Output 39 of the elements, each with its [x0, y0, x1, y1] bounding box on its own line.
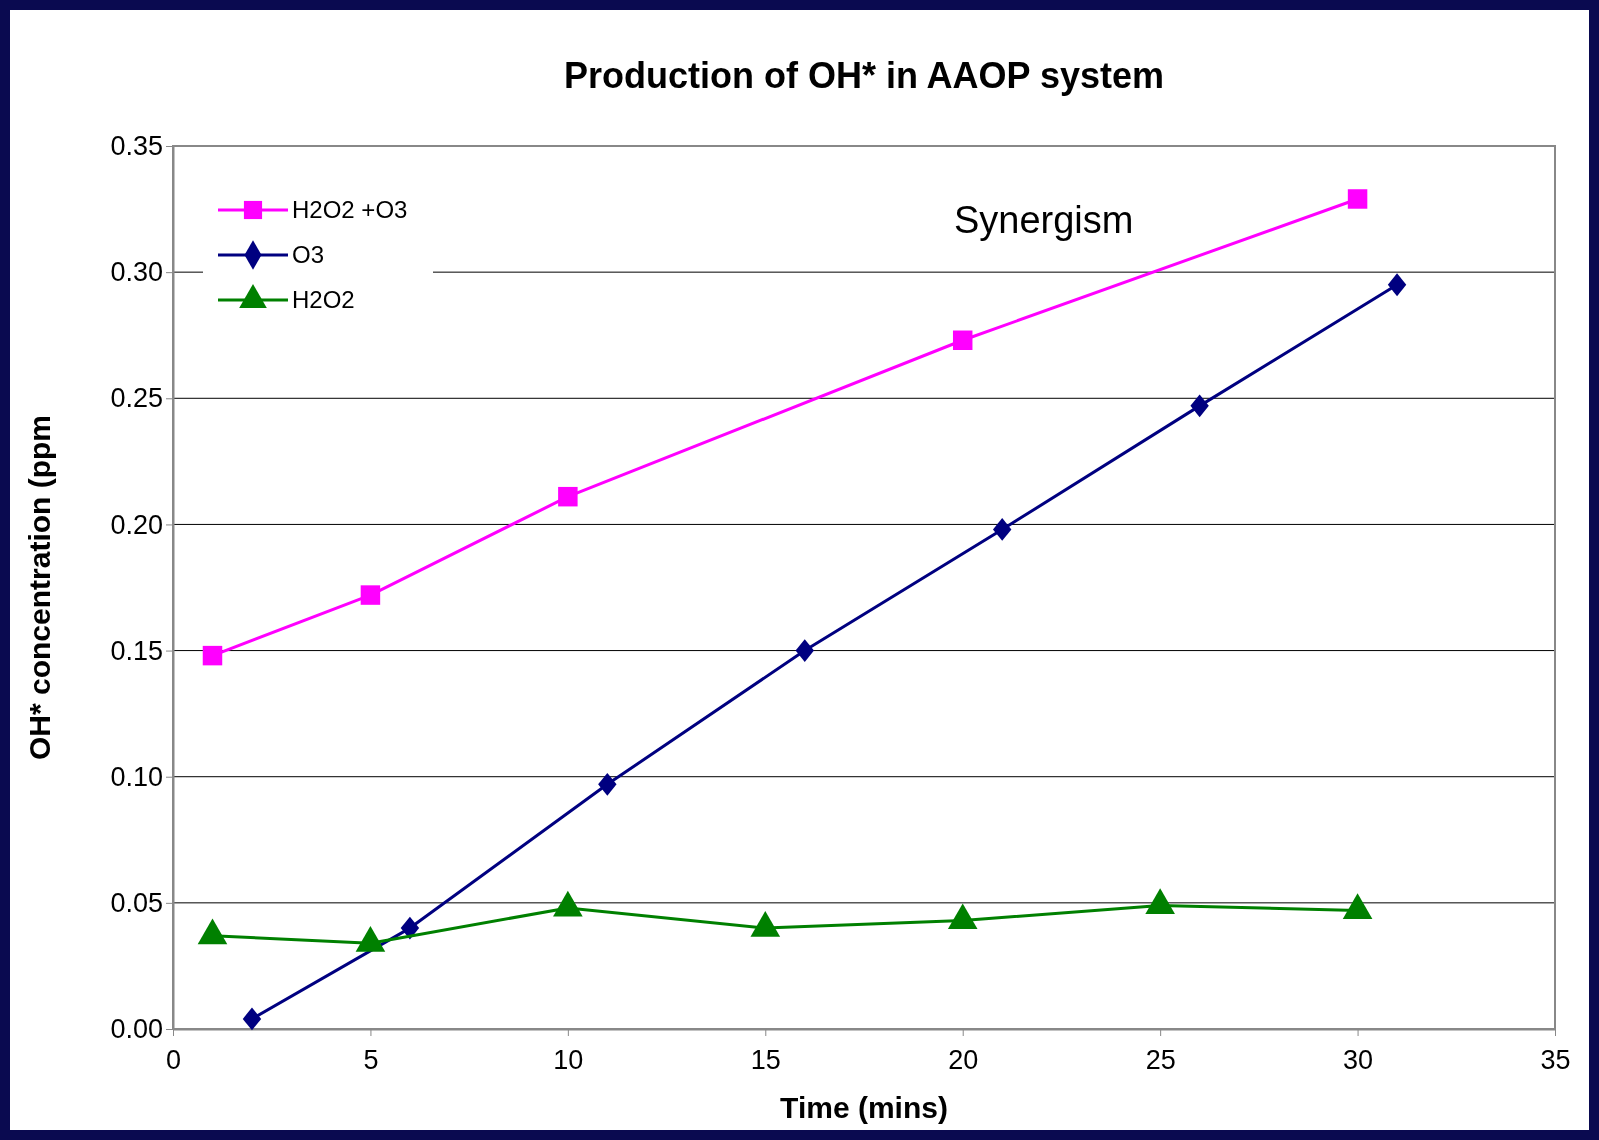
y-tick-label: 0.00 — [110, 1014, 163, 1045]
x-tick-label: 20 — [948, 1044, 979, 1075]
y-tick-label: 0.15 — [110, 635, 163, 666]
x-tick-label: 30 — [1343, 1044, 1374, 1075]
legend-label: H2O2 +O3 — [292, 196, 408, 223]
x-tick-label: 5 — [363, 1044, 379, 1075]
point — [1347, 189, 1368, 209]
point — [355, 926, 386, 952]
x-tick-label: 25 — [1145, 1044, 1176, 1075]
point — [952, 330, 973, 351]
legend-label: O3 — [292, 241, 325, 268]
y-tick-label: 0.20 — [110, 509, 163, 540]
y-tick-label: 0.10 — [110, 761, 163, 792]
point — [1190, 394, 1209, 418]
annotation: Synergism — [953, 199, 1134, 241]
x-tick-label: 10 — [553, 1044, 584, 1075]
x-tick-label: 0 — [165, 1044, 182, 1075]
point — [202, 645, 223, 666]
chart-title: Production of OH* in AAOP system — [563, 55, 1165, 96]
y-axis-title: OH* concentration (ppm — [23, 414, 56, 761]
point — [750, 910, 781, 937]
point — [1145, 888, 1175, 914]
point — [795, 639, 814, 662]
y-tick-label: 0.05 — [110, 888, 163, 918]
point — [1387, 273, 1407, 297]
point — [553, 890, 583, 917]
x-axis-title: Time (mins) — [780, 1091, 948, 1124]
point — [992, 518, 1012, 541]
point — [947, 903, 978, 930]
y-tick-label: 0.25 — [110, 383, 163, 414]
x-tick-label: 35 — [1540, 1044, 1571, 1075]
point — [197, 918, 228, 945]
point — [360, 585, 381, 605]
legend-label: H2O2 — [292, 286, 355, 313]
x-tick-label: 15 — [750, 1044, 781, 1075]
point — [558, 486, 578, 507]
y-tick-label: 0.30 — [110, 257, 163, 288]
point — [1342, 893, 1373, 919]
y-tick-label: 0.35 — [110, 131, 163, 162]
